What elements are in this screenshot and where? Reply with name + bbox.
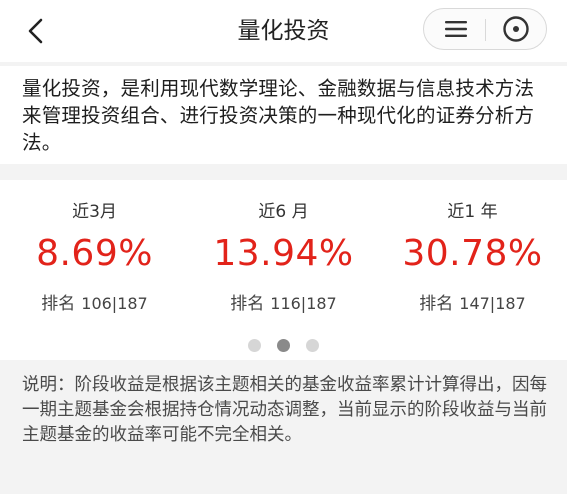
rank-value: 147|187 — [459, 294, 526, 313]
theme-description: 量化投资，是利用现代数学理论、金融数据与信息技术方法来管理投资组合、进行投资决策… — [0, 66, 567, 164]
return-stats-panel[interactable]: 近3月 8.69% 排名 106|187 近6 月 13.94% 排名 116|18… — [0, 180, 567, 360]
menu-button[interactable] — [436, 14, 476, 44]
rank-label: 排名 — [230, 294, 265, 314]
back-button[interactable] — [18, 14, 54, 48]
close-button[interactable] — [496, 14, 536, 44]
pagination-dot[interactable] — [306, 339, 319, 352]
explanation-note: 说明：阶段收益是根据该主题相关的基金收益率累计计算得出，因每一期主题基金会根据持… — [22, 375, 547, 445]
stat-period-label: 近3月 — [72, 202, 117, 222]
stat-period-label: 近1 年 — [447, 202, 498, 222]
rank-label: 排名 — [419, 294, 454, 314]
chevron-left-icon — [28, 18, 43, 44]
stat-return-value: 13.94% — [213, 233, 354, 274]
header-bar: 量化投资 — [0, 0, 567, 62]
page-title: 量化投资 — [237, 18, 330, 44]
stat-return-value: 8.69% — [36, 233, 153, 274]
stat-rank: 排名 116|187 — [189, 289, 378, 314]
rank-value: 106|187 — [81, 294, 148, 313]
pagination-dot[interactable] — [248, 339, 261, 352]
rank-value: 116|187 — [270, 294, 337, 313]
capsule-divider — [485, 19, 486, 41]
close-circle-icon — [503, 16, 529, 42]
stat-period-label: 近6 月 — [258, 202, 309, 222]
pagination-dots — [0, 339, 567, 352]
stat-rank: 排名 106|187 — [0, 289, 189, 314]
stat-return-value: 30.78% — [402, 233, 543, 274]
mini-program-capsule — [423, 8, 547, 50]
pagination-dot[interactable] — [277, 339, 290, 352]
menu-icon — [445, 21, 467, 37]
stat-rank: 排名 147|187 — [378, 289, 567, 314]
rank-label: 排名 — [41, 294, 76, 314]
